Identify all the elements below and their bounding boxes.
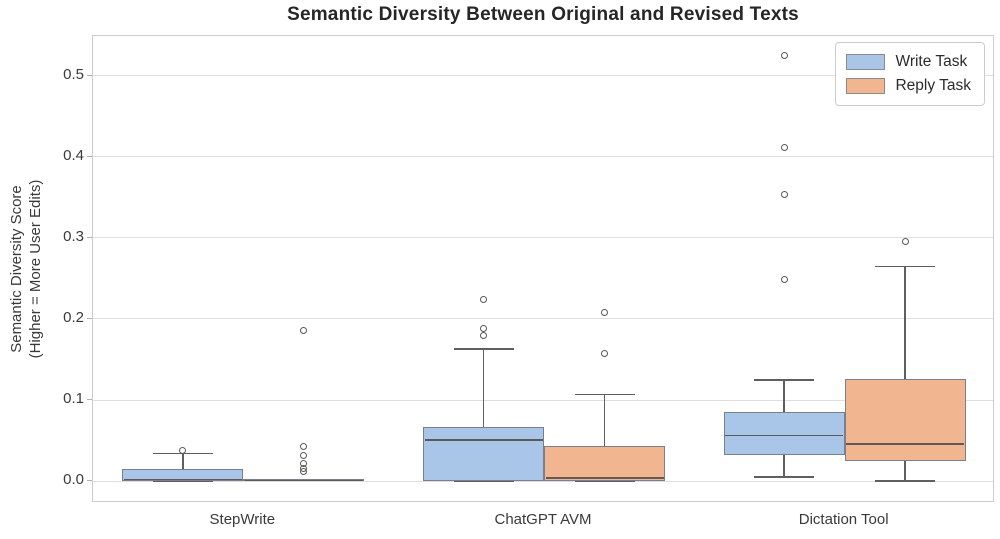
box-write-task (423, 426, 544, 482)
whisker-line (603, 394, 606, 482)
outlier-point (780, 51, 788, 59)
whisker-cap (453, 348, 514, 350)
median-line (244, 479, 363, 482)
whisker-cap (875, 265, 936, 267)
plot-area: Write Task Reply Task (92, 35, 994, 502)
median-line (123, 478, 242, 481)
legend-swatch (846, 78, 886, 94)
legend: Write Task Reply Task (835, 42, 985, 106)
outlier-point (300, 326, 308, 334)
x-tick-label: StepWrite (209, 511, 276, 528)
whisker-line (482, 348, 485, 482)
whisker-cap (152, 480, 213, 482)
box-write-task (122, 468, 244, 482)
y-tick-label: 0.3 (63, 227, 84, 245)
legend-label: Write Task (895, 53, 968, 70)
outlier-point (780, 191, 788, 199)
gridline (93, 480, 993, 482)
y-tick-mark (87, 480, 92, 482)
outlier-point (601, 308, 608, 316)
whisker-cap (754, 476, 815, 478)
median-line (846, 443, 965, 445)
outlier-point (480, 295, 487, 303)
chart-title: Semantic Diversity Between Original and … (287, 4, 799, 25)
gridline (93, 156, 993, 158)
legend-item: Reply Task (846, 74, 971, 98)
legend-item: Write Task (846, 50, 971, 74)
outlier-point (480, 331, 487, 339)
whisker-cap (453, 480, 514, 482)
median-line (424, 439, 543, 441)
y-tick-mark (87, 399, 92, 401)
outlier-point (780, 143, 788, 151)
gridline (93, 75, 993, 77)
y-tick-mark (87, 317, 92, 319)
gridline (93, 318, 993, 320)
median-line (545, 477, 664, 479)
y-tick-label: 0.0 (63, 471, 84, 489)
outlier-point (179, 446, 187, 454)
outlier-point (300, 459, 308, 467)
median-line (725, 434, 844, 437)
y-tick-mark (87, 236, 92, 238)
outlier-point (300, 442, 308, 450)
whisker-cap (875, 480, 936, 482)
box-reply-task (844, 378, 966, 461)
outlier-point (780, 275, 788, 283)
whisker-line (182, 453, 184, 482)
legend-swatch (846, 54, 886, 70)
y-tick-label: 0.2 (63, 308, 84, 326)
whisker-cap (754, 379, 815, 381)
gridline (93, 399, 993, 401)
outlier-point (300, 452, 308, 460)
gridline (93, 237, 993, 239)
y-tick-label: 0.1 (63, 390, 84, 408)
outlier-point (601, 349, 608, 357)
y-tick-label: 0.4 (63, 146, 84, 164)
x-tick-label: Dictation Tool (798, 511, 889, 528)
box-reply-task (544, 446, 665, 482)
whisker-cap (574, 480, 635, 482)
whisker-line (904, 266, 906, 482)
legend-label: Reply Task (895, 77, 971, 94)
outlier-point (480, 325, 487, 333)
y-tick-mark (87, 74, 92, 76)
y-tick-mark (87, 155, 92, 157)
box-write-task (723, 412, 845, 456)
outlier-point (901, 238, 909, 246)
whisker-cap (574, 393, 635, 396)
y-tick-label: 0.5 (63, 65, 84, 83)
x-tick-label: ChatGPT AVM (494, 511, 592, 528)
